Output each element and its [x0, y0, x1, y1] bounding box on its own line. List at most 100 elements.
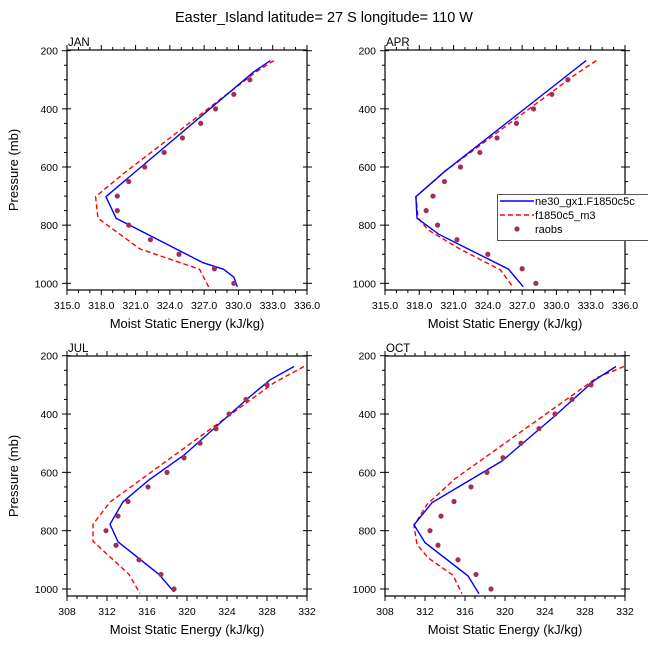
- raobs-point: [181, 455, 187, 461]
- y-tick-label: 400: [40, 409, 58, 421]
- x-axis: 315.0 318.0 321.0 324.0 327.0 330.0 333.0 336.0…: [54, 45, 320, 331]
- x-tick-label: 308: [58, 606, 76, 618]
- y-tick-label: 400: [358, 104, 376, 116]
- series-line-ne30-gx1: [415, 60, 587, 288]
- y-tick-label: 800: [40, 220, 58, 232]
- x-tick-label: 318.0: [406, 300, 432, 312]
- legend-label: f1850c5_m3: [535, 210, 596, 222]
- plot-area: [413, 365, 625, 595]
- raobs-point: [434, 222, 441, 228]
- raobs-point: [477, 149, 483, 156]
- x-tick-label: 332: [616, 606, 634, 618]
- x-tick-label: 330.0: [225, 300, 251, 312]
- x-tick-label: 316: [456, 606, 474, 618]
- raobs-point: [125, 498, 131, 505]
- x-tick-label: 312: [98, 606, 116, 618]
- raobs-point: [513, 120, 520, 126]
- raobs-point: [114, 193, 120, 199]
- x-tick-label: 333.0: [260, 300, 286, 312]
- raobs-point: [457, 164, 464, 170]
- x-tick-label: 308: [376, 606, 394, 618]
- raobs-point: [115, 513, 121, 519]
- series-line-f1850c5-m3: [92, 365, 305, 594]
- y-tick-label: 200: [358, 351, 376, 363]
- raobs-point: [500, 455, 506, 461]
- x-tick-label: 328: [258, 606, 276, 618]
- y-tick-label: 200: [40, 46, 58, 58]
- panel-apr: APR 315.0 318.0 321.0 324.0 327.0 330.0 333.0 33…: [353, 37, 639, 331]
- y-axis-label: Pressure (mb): [6, 435, 21, 517]
- raobs-point: [427, 528, 433, 534]
- raobs-point: [161, 149, 167, 156]
- panel-jan: JAN 315.0 318.0 321.0 324.0 327.0 330.0 333.0 33…: [6, 37, 320, 331]
- panel-jul: JUL 308 312 316 320 324 328 332 Moist Static Ene…: [6, 343, 316, 637]
- x-tick-label: 324: [218, 606, 236, 618]
- raobs-point: [198, 120, 204, 126]
- plot-frame: [66, 355, 308, 597]
- raobs-point: [171, 586, 177, 592]
- raobs-point: [473, 571, 479, 578]
- raobs-point: [243, 396, 249, 403]
- raobs-point: [441, 178, 448, 185]
- raobs-point: [569, 396, 575, 403]
- plot-frame: [384, 355, 626, 597]
- series-line-ne30-gx1: [413, 365, 617, 595]
- x-tick-label: 324.0: [157, 300, 183, 312]
- x-tick-label: 320: [496, 606, 514, 618]
- raobs-point: [114, 208, 120, 214]
- raobs-point: [565, 77, 571, 83]
- y-tick-label: 600: [358, 467, 376, 479]
- x-tick-label: 330.0: [543, 300, 569, 312]
- y-tick-label: 1000: [353, 584, 377, 596]
- raobs-point: [536, 426, 542, 432]
- raobs-point: [455, 557, 461, 563]
- raobs-point: [435, 542, 441, 548]
- raobs-point: [126, 222, 132, 228]
- raobs-point: [423, 208, 429, 214]
- x-tick-label: 321.0: [122, 300, 148, 312]
- legend-label: ne30_gx1.F1850c5c: [535, 196, 635, 208]
- raobs-point: [142, 164, 148, 170]
- x-tick-label: 333.0: [578, 300, 604, 312]
- y-tick-label: 800: [40, 526, 58, 538]
- plot-area: [94, 60, 275, 288]
- raobs-point: [231, 280, 237, 286]
- raobs-point: [588, 382, 594, 388]
- x-tick-label: 327.0: [191, 300, 217, 312]
- raobs-point: [488, 586, 494, 592]
- legend-label: raobs: [535, 224, 563, 236]
- raobs-point: [530, 106, 537, 112]
- x-tick-label: 315.0: [372, 300, 398, 312]
- y-tick-label: 600: [40, 162, 58, 174]
- raobs-point: [454, 237, 460, 243]
- legend-box: [497, 194, 648, 241]
- panel-label: APR: [386, 37, 410, 49]
- x-tick-label: 316: [138, 606, 156, 618]
- raobs-point: [552, 411, 558, 417]
- raobs-point: [126, 178, 132, 185]
- raobs-point: [485, 251, 491, 257]
- x-tick-label: 332: [298, 606, 316, 618]
- x-tick-label: 336.0: [612, 300, 638, 312]
- series-line-ne30-gx1: [105, 60, 271, 288]
- y-tick-label: 400: [40, 104, 58, 116]
- y-tick-label: 600: [358, 162, 376, 174]
- raobs-point: [197, 440, 203, 446]
- x-tick-label: 324.0: [475, 300, 501, 312]
- y-tick-label: 800: [358, 220, 376, 232]
- y-tick-label: 200: [40, 351, 58, 363]
- panel-label: JAN: [68, 37, 90, 49]
- raobs-point: [533, 280, 539, 286]
- x-tick-label: 324: [536, 606, 554, 618]
- raobs-point: [430, 193, 436, 199]
- x-axis-label: Moist Static Energy (kJ/kg): [428, 622, 583, 637]
- raobs-point: [145, 484, 151, 490]
- plot-area: [415, 60, 597, 288]
- y-axis: 200 400 600 800 1000: [353, 46, 630, 290]
- raobs-point: [212, 106, 219, 112]
- raobs-point: [164, 469, 170, 475]
- series-line-f1850c5-m3: [415, 60, 597, 288]
- x-tick-label: 328: [576, 606, 594, 618]
- y-tick-label: 1000: [353, 278, 377, 290]
- y-axis-label: Pressure (mb): [6, 129, 21, 211]
